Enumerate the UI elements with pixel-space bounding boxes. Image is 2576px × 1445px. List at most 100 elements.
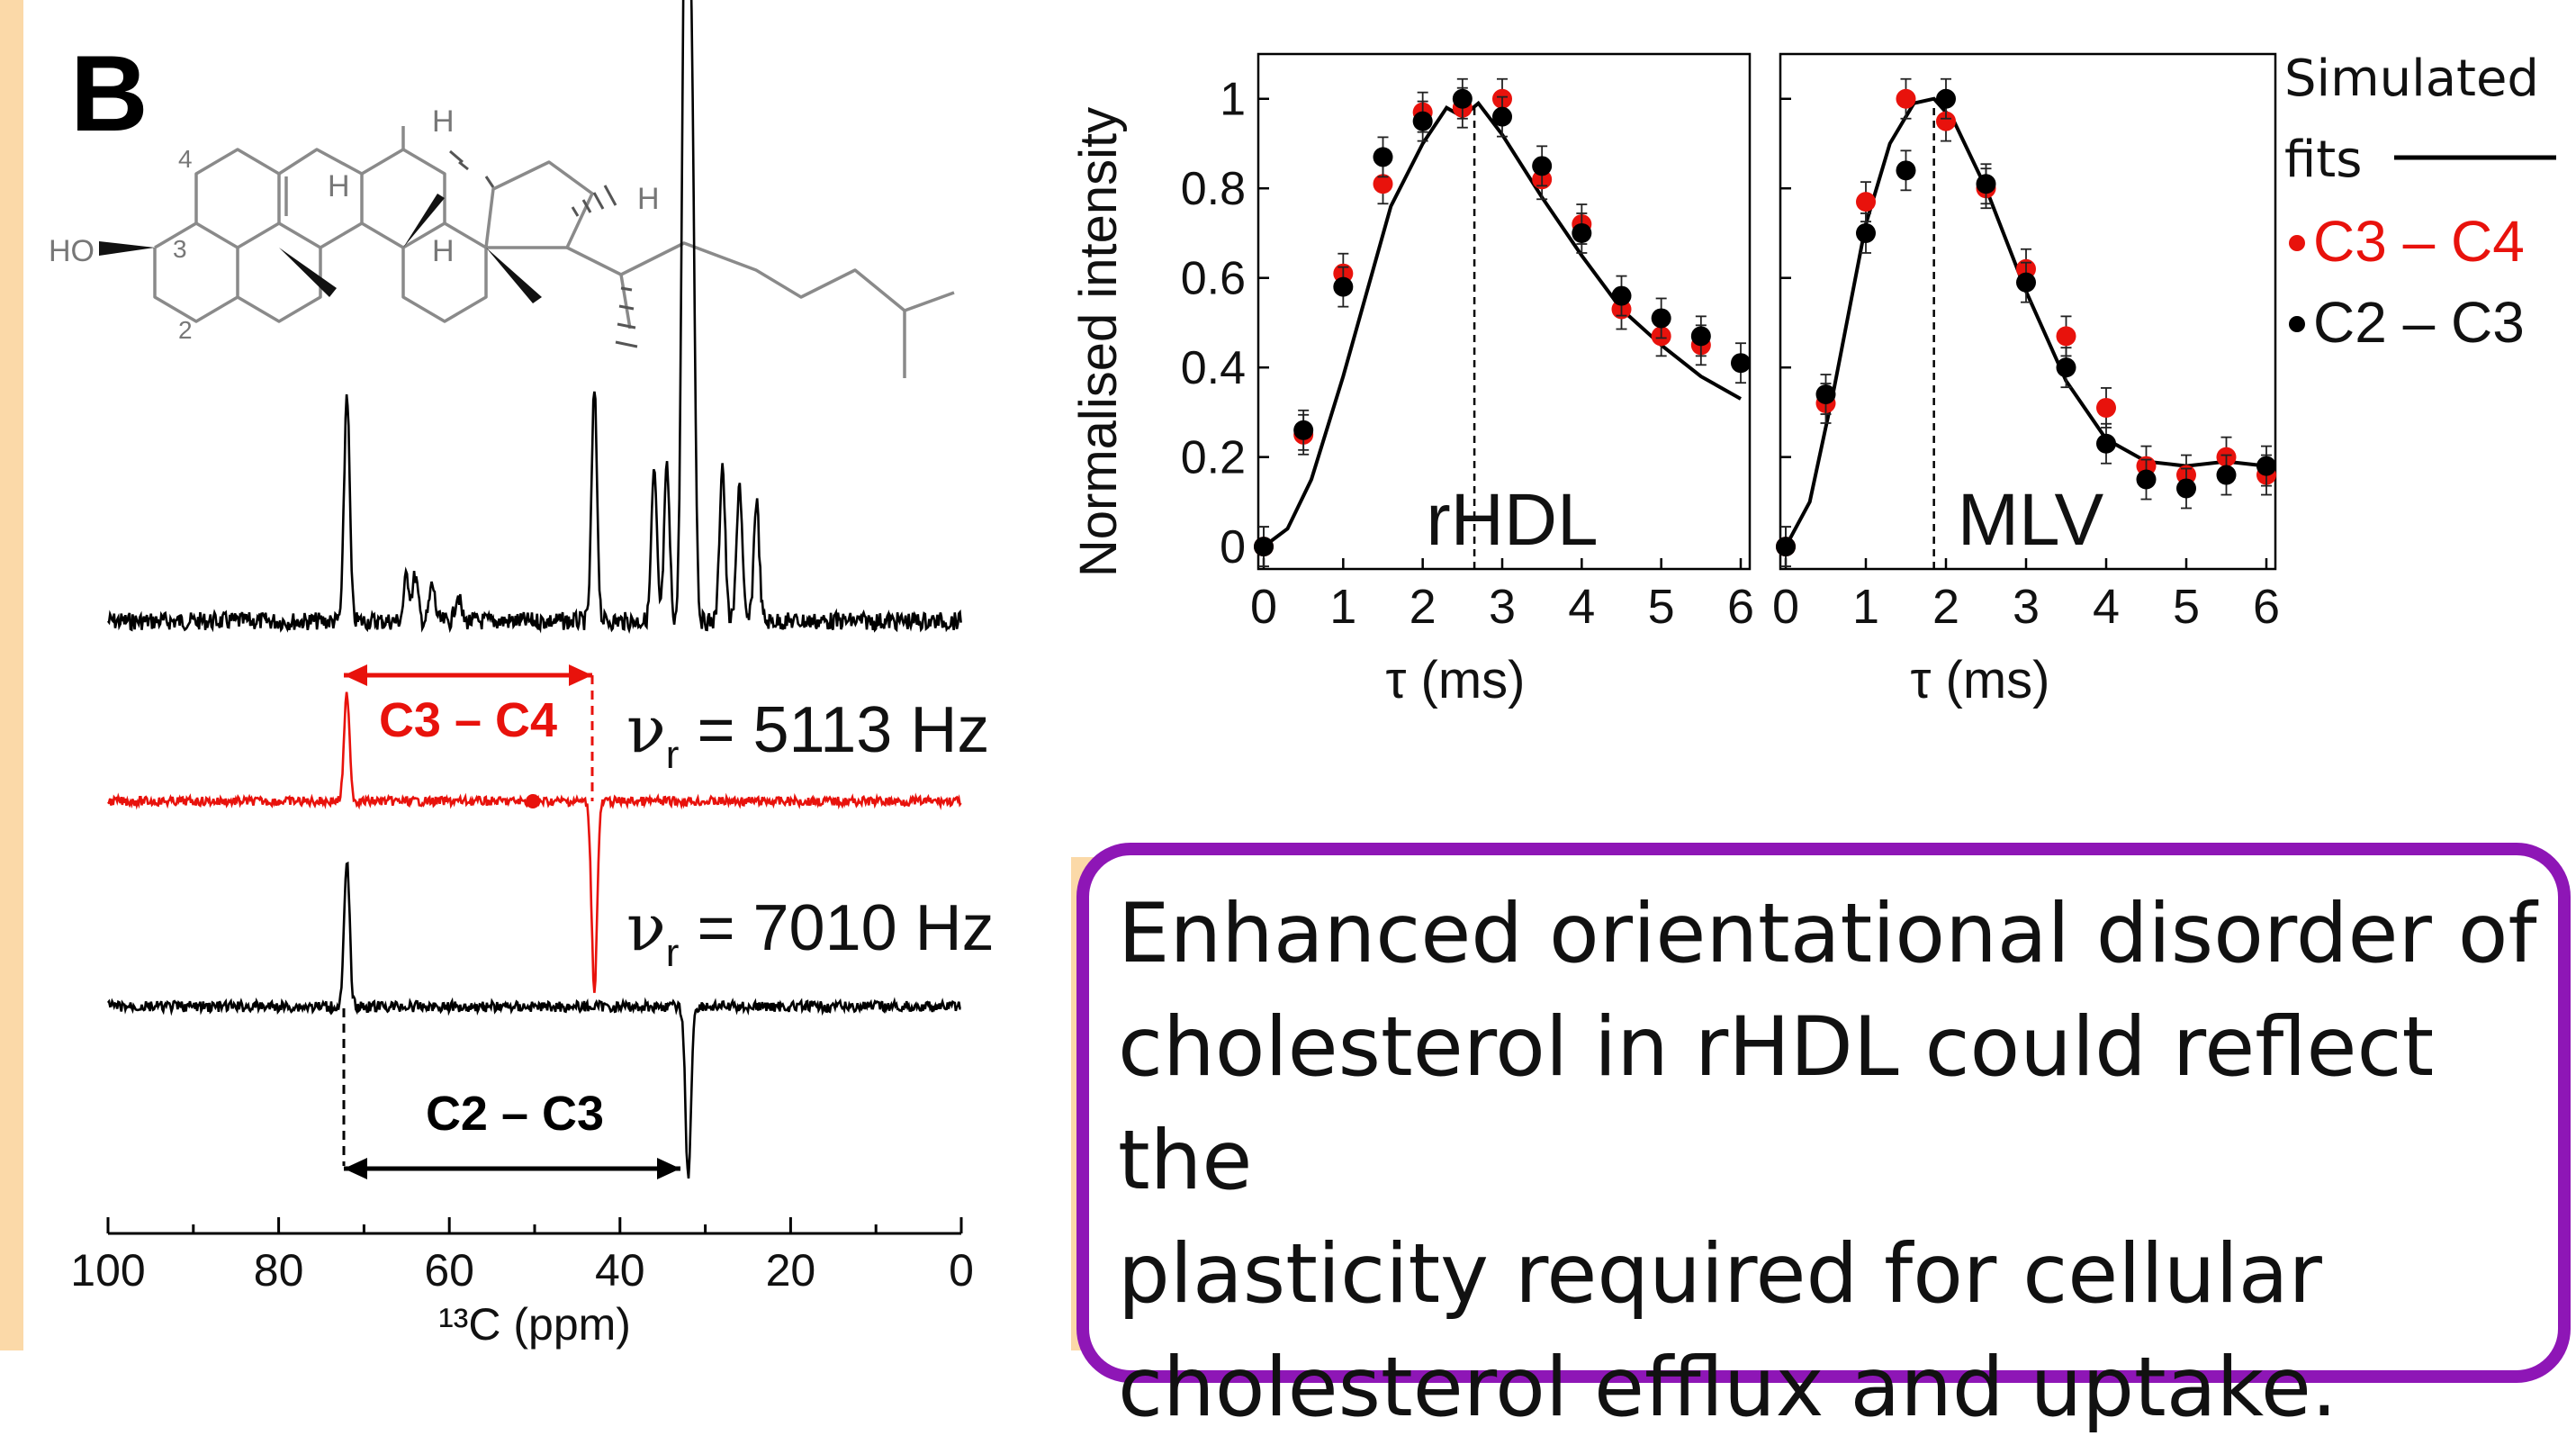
point-c2-c3 <box>1532 156 1553 176</box>
point-c3-c4 <box>1373 174 1393 194</box>
legend-item-c2-c3: C2 – C3 <box>2313 290 2525 355</box>
point-c2-c3 <box>2176 478 2196 499</box>
point-c2-c3 <box>1254 537 1274 557</box>
point-c2-c3 <box>1333 276 1354 297</box>
point-c2-c3 <box>1293 420 1314 440</box>
x-axis-label-mlv: τ (ms) <box>1911 651 2050 709</box>
conclusion-line: cholesterol efflux and uptake. <box>1118 1341 2337 1435</box>
tau-charts: 0 1 2 3 4 5 600.20.40.60.810 1 2 3 4 5 6 Normalised … <box>1069 52 2280 709</box>
point-c2-c3 <box>1936 88 1956 109</box>
x-tick-label: 4 <box>2093 580 2120 634</box>
point-c2-c3 <box>2016 272 2036 293</box>
legend-marker-red <box>2289 235 2305 251</box>
ppm-tick-label: 100 <box>70 1245 145 1296</box>
point-c2-c3 <box>1651 308 1671 329</box>
x-tick-label: 2 <box>1932 580 1959 634</box>
chart-title-rhdl: rHDL <box>1426 479 1598 561</box>
conclusion-line: Enhanced orientational disorder of <box>1118 887 2537 981</box>
spin-rate-label-1: νr = 5113 Hz <box>626 691 989 777</box>
point-c3-c4 <box>1856 192 1876 212</box>
spectrum-trace-2 <box>106 861 961 1179</box>
point-c3-c4 <box>1936 111 1956 131</box>
point-c2-c3 <box>1373 147 1393 167</box>
spectrum-trace-0 <box>106 0 962 635</box>
hydrogen-label: H <box>432 104 455 139</box>
ppm-axis: 100 80 60 40 20 0 <box>70 1217 974 1296</box>
x-tick-label: 3 <box>2013 580 2040 634</box>
point-c2-c3 <box>1815 384 1836 405</box>
ppm-tick-label: 0 <box>949 1245 974 1296</box>
plot-frame <box>1779 52 2277 571</box>
y-axis-label: Normalised intensity <box>1069 107 1128 577</box>
chart-title-mlv: MLV <box>1958 479 2104 561</box>
left-accent-stripe <box>0 0 23 1350</box>
point-c2-c3 <box>1572 222 1592 243</box>
simulated-fit-curve <box>1784 96 2267 548</box>
hydrogen-label: H <box>328 169 350 203</box>
x-tick-label: 3 <box>1489 580 1516 634</box>
point-c2-c3 <box>1976 174 1996 194</box>
hydrogen-label: H <box>637 182 660 216</box>
point-c2-c3 <box>1690 326 1711 347</box>
spectra-traces <box>106 0 962 1179</box>
point-c2-c3 <box>1412 111 1433 131</box>
y-tick-label: 0.4 <box>1181 342 1246 394</box>
chart-panel-0: 0 1 2 3 4 5 600.20.40.60.81 <box>1181 52 1754 634</box>
hydroxyl-label: HO <box>49 234 95 268</box>
chart-layer: 0 1 2 3 4 5 600.20.40.60.810 1 2 3 4 5 6 <box>1181 52 2280 634</box>
x-tick-label: 5 <box>2173 580 2200 634</box>
legend-item-c3-c4: C3 – C4 <box>2313 209 2525 274</box>
y-tick-label: 0.8 <box>1181 163 1246 215</box>
point-c2-c3 <box>2136 469 2157 490</box>
ppm-tick-label: 20 <box>766 1245 816 1296</box>
cholesterol-structure: 4 3 2 HO H H H H <box>49 104 955 378</box>
point-c2-c3 <box>1492 106 1512 127</box>
atom-label-3: 3 <box>173 235 187 263</box>
y-tick-label: 0.6 <box>1181 253 1246 305</box>
x-tick-label: 0 <box>1772 580 1799 634</box>
x-tick-label: 1 <box>1852 580 1879 634</box>
x-tick-label: 4 <box>1568 580 1595 634</box>
conclusion-text: Enhanced orientational disorder of chole… <box>1118 878 2558 1445</box>
ppm-axis-label: ¹³C (ppm) <box>438 1299 631 1350</box>
point-c2-c3 <box>2096 433 2116 454</box>
point-c3-c4 <box>1896 88 1916 109</box>
nmr-spectra: C3 – C4 C2 – C3 νr = 5113 Hz νr = 7010 H… <box>70 0 995 1350</box>
atom-label-2: 2 <box>178 316 193 344</box>
x-tick-label: 0 <box>1250 580 1277 634</box>
plot-frame <box>1256 52 1752 571</box>
conclusion-line: cholesterol in rHDL could reflect the <box>1118 1000 2435 1208</box>
point-c2-c3 <box>1856 222 1876 243</box>
ppm-tick-label: 80 <box>254 1245 304 1296</box>
legend-fits-label-2: fits <box>2284 131 2362 189</box>
y-tick-label: 1 <box>1220 74 1246 126</box>
point-c2-c3 <box>2256 456 2276 476</box>
c2-c3-label: C2 – C3 <box>426 1087 604 1141</box>
c2-c3-annotation: C2 – C3 <box>342 1008 680 1179</box>
c3-c4-label: C3 – C4 <box>379 693 557 747</box>
legend-marker-black <box>2289 316 2305 332</box>
legend: Simulated fits C3 – C4 C2 – C3 <box>2284 50 2556 355</box>
spin-rate-label-2: νr = 7010 Hz <box>626 890 995 975</box>
point-c2-c3 <box>2216 465 2237 485</box>
atom-label-4: 4 <box>178 145 193 173</box>
point-c2-c3 <box>2056 357 2076 378</box>
c3-c4-annotation: C3 – C4 <box>344 664 594 808</box>
point-c2-c3 <box>1776 537 1796 557</box>
legend-fits-label: Simulated <box>2284 50 2539 108</box>
point-c2-c3 <box>1452 88 1473 109</box>
x-tick-label: 1 <box>1329 580 1356 634</box>
panel-label: B <box>70 33 149 154</box>
conclusion-line: plasticity required for cellular <box>1118 1227 2322 1322</box>
y-tick-label: 0 <box>1220 521 1246 573</box>
ppm-tick-label: 60 <box>424 1245 474 1296</box>
point-c2-c3 <box>1611 285 1632 306</box>
point-c2-c3 <box>1896 160 1916 181</box>
hydrogen-label: H <box>432 234 455 268</box>
x-tick-label: 6 <box>2253 580 2280 634</box>
red-dot-marker <box>526 794 540 808</box>
x-tick-label: 5 <box>1648 580 1675 634</box>
point-c2-c3 <box>1731 353 1751 374</box>
ppm-tick-label: 40 <box>595 1245 645 1296</box>
